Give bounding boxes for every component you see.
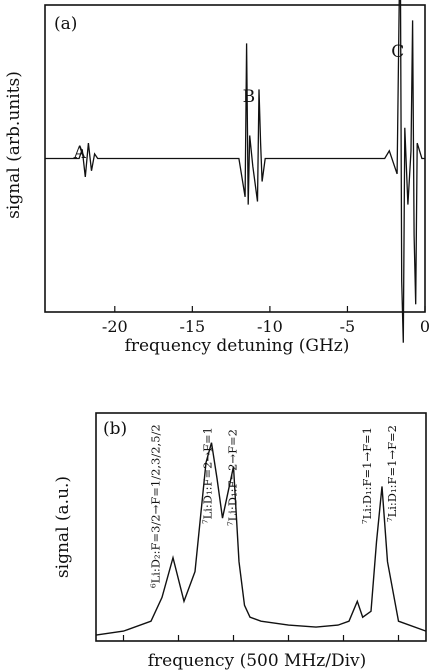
panel-b-transition-label: ⁶Li:D₂:F=3/2→F=1/2,3/2,5/2	[148, 424, 162, 588]
panel-b-transition-label: ⁷Li:D₁:F=1→F=1	[360, 427, 374, 524]
panel-a-xlabel: frequency detuning (GHz)	[125, 336, 350, 356]
panel-a-signal-line	[45, 0, 425, 343]
panel-b-transition-label: ⁷Li:D₁:F=2→F=2	[225, 429, 239, 526]
panel-a-xtick-label: -15	[179, 317, 205, 336]
panel-b-label: (b)	[103, 419, 127, 439]
panel-a-peak-label: A	[73, 143, 87, 163]
panel-b-transition-label: ⁷Li:D₁:F=2→F=1	[201, 427, 215, 524]
panel-a-xtick-label: -20	[102, 317, 128, 336]
panel-a-label: (a)	[54, 14, 77, 34]
panel-b-ticks	[122, 635, 400, 641]
panel-a-annotations: A B C	[73, 42, 405, 163]
panel-a-ylabel: signal (arb.units)	[4, 71, 24, 219]
panel-a-xtick-label: -10	[257, 317, 283, 336]
panel-b-signal-line	[95, 442, 427, 636]
panel-a-peak-label: B	[243, 87, 256, 107]
panel-b-frame	[95, 412, 427, 642]
panel-a-peak-label: C	[391, 42, 404, 62]
panel-a-xtick-label: -5	[340, 317, 356, 336]
panel-b-ylabel: signal (a.u.)	[53, 476, 73, 578]
panel-b-xlabel: frequency (500 MHz/Div)	[148, 651, 367, 671]
panel-b-annotations: ⁶Li:D₂:F=3/2→F=1/2,3/2,5/2 ⁷Li:D₁:F=2→F=1…	[148, 424, 398, 588]
panel-a: (a) frequency detuning (GHz) signal (arb…	[4, 0, 429, 356]
panel-b: (b) frequency (500 MHz/Div) signal (a.u.…	[53, 412, 427, 671]
panel-a-xtick-label: 0	[420, 317, 429, 336]
panel-b-transition-label: ⁷Li:D₁:F=1→F=2	[385, 425, 399, 522]
panel-a-ticks: -20 -15 -10 -5 0	[102, 306, 429, 336]
